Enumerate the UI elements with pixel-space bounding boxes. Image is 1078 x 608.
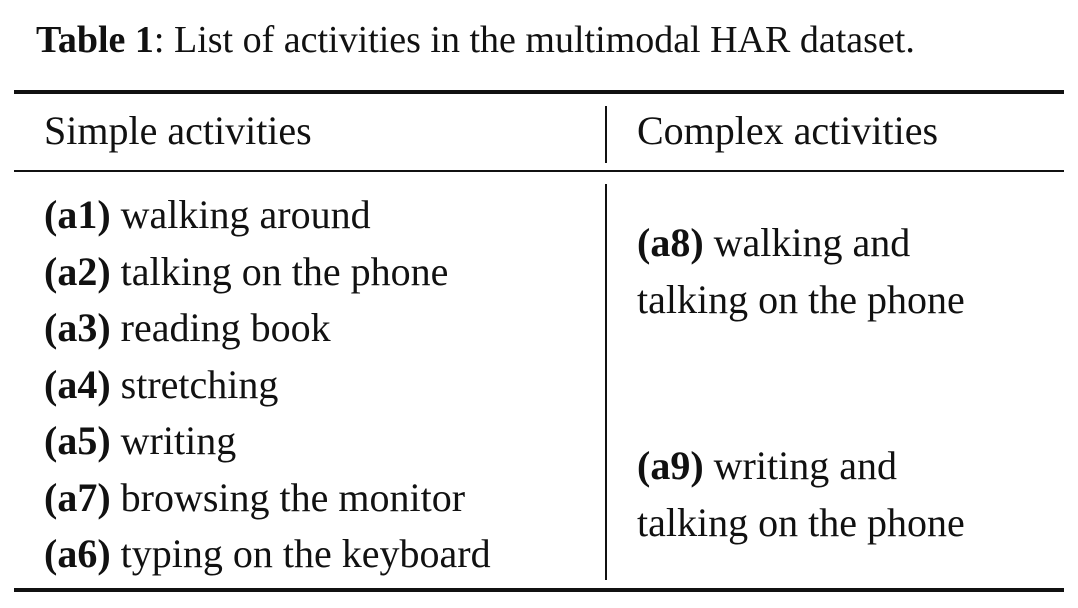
header-column-divider <box>605 106 607 163</box>
activity-code: (a6) <box>44 531 111 576</box>
complex-activity-line: talking on the phone <box>637 276 965 322</box>
bottom-rule <box>14 588 1064 592</box>
body-column-divider <box>605 184 607 580</box>
complex-activity-a8: (a8) walking and talking on the phone <box>637 215 965 328</box>
list-item: (a2) talking on the phone <box>44 244 491 301</box>
activity-code: (a5) <box>44 418 111 463</box>
table-caption: Table 1: List of activities in the multi… <box>36 14 915 66</box>
list-item: (a7) browsing the monitor <box>44 470 491 527</box>
complex-activity-line: (a8) walking and <box>637 215 965 272</box>
list-item: (a4) stretching <box>44 357 491 414</box>
complex-activity-line: (a9) writing and <box>637 438 965 495</box>
activity-code: (a3) <box>44 305 111 350</box>
activity-text: writing and <box>703 443 897 488</box>
simple-activities-list: (a1) walking around (a2) talking on the … <box>44 187 491 583</box>
activity-code: (a7) <box>44 474 111 520</box>
activity-text: reading book <box>110 305 331 350</box>
activity-text: walking around <box>110 192 371 237</box>
caption-label: Table 1 <box>36 19 154 61</box>
header-complex-activities: Complex activities <box>637 108 939 153</box>
activity-text: writing <box>110 418 237 463</box>
complex-activity-a9: (a9) writing and talking on the phone <box>637 438 965 551</box>
list-item: (a6) typing on the keyboard <box>44 526 491 583</box>
complex-activity-line: talking on the phone <box>637 499 965 545</box>
list-item: (a1) walking around <box>44 187 491 244</box>
header-simple-activities: Simple activities <box>44 108 312 153</box>
activity-text: talking on the phone <box>110 248 449 294</box>
caption-text: : List of activities in the multimodal H… <box>153 19 915 61</box>
activity-text: browsing the monitor <box>110 474 466 520</box>
top-rule <box>14 90 1064 94</box>
list-item: (a3) reading book <box>44 300 491 357</box>
header-rule <box>14 170 1064 172</box>
activity-text: walking and <box>703 220 911 265</box>
activity-text: stretching <box>110 361 279 407</box>
activity-code: (a9) <box>637 443 704 488</box>
activity-code: (a2) <box>44 248 111 294</box>
activity-text: typing on the keyboard <box>110 531 491 576</box>
list-item: (a5) writing <box>44 413 491 470</box>
activity-code: (a8) <box>637 220 704 265</box>
activity-code: (a1) <box>44 192 111 237</box>
activity-code: (a4) <box>44 361 111 407</box>
